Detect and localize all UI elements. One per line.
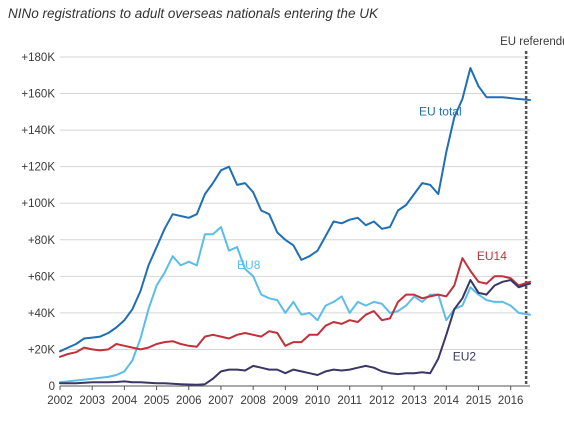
y-tick-label: 0: [49, 381, 55, 393]
series-label-eu14: EU14: [477, 249, 507, 263]
x-tick-label: 2013: [401, 395, 427, 407]
y-tick-label: +40K: [28, 308, 56, 320]
series-label-eu8: EU8: [237, 258, 261, 272]
x-tick-label: 2007: [208, 395, 234, 407]
series-label-eu2: EU2: [453, 349, 477, 363]
x-tick-label: 2004: [112, 395, 138, 407]
series-line-eu-total: [59, 67, 531, 353]
y-tick-label: +160K: [21, 89, 55, 101]
series-line-eu14: [59, 257, 531, 358]
x-tick-label: 2015: [466, 395, 492, 407]
chart-title: NINo registrations to adult overseas nat…: [8, 6, 378, 21]
y-tick-label: +140K: [21, 125, 55, 137]
x-tick-label: 2005: [144, 395, 170, 407]
x-tick-label: 2009: [273, 395, 299, 407]
referendum-label: EU referendum: [500, 36, 564, 48]
series-line-eu2: [59, 279, 531, 386]
y-tick-label: +100K: [21, 198, 55, 210]
series-lines: [59, 67, 531, 386]
x-tick-label: 2012: [369, 395, 395, 407]
x-tick-label: 2014: [434, 395, 460, 407]
series-line-eu8: [59, 226, 531, 384]
x-tick-label: 2016: [498, 395, 524, 407]
x-tick-label: 2003: [79, 395, 105, 407]
series-label-eu-total: EU total: [419, 104, 462, 118]
x-tick-label: 2010: [305, 395, 331, 407]
series-labels: EU total EU8 EU14 EU2: [237, 104, 507, 363]
axes: 0 +20K +40K +60K +80K +100K +120K +140K +160K +18…: [21, 52, 530, 407]
y-tick-label: +60K: [28, 271, 56, 283]
x-tick-label: 2002: [47, 395, 73, 407]
y-tick-label: +80K: [28, 235, 56, 247]
y-tick-label: +20K: [28, 344, 56, 356]
y-tick-label: +120K: [21, 162, 55, 174]
y-tick-label: +180K: [21, 52, 55, 64]
referendum-marker: EU referendum: [500, 36, 564, 386]
x-tick-label: 2006: [176, 395, 202, 407]
x-tick-label: 2011: [337, 395, 362, 407]
x-tick-label: 2008: [240, 395, 266, 407]
